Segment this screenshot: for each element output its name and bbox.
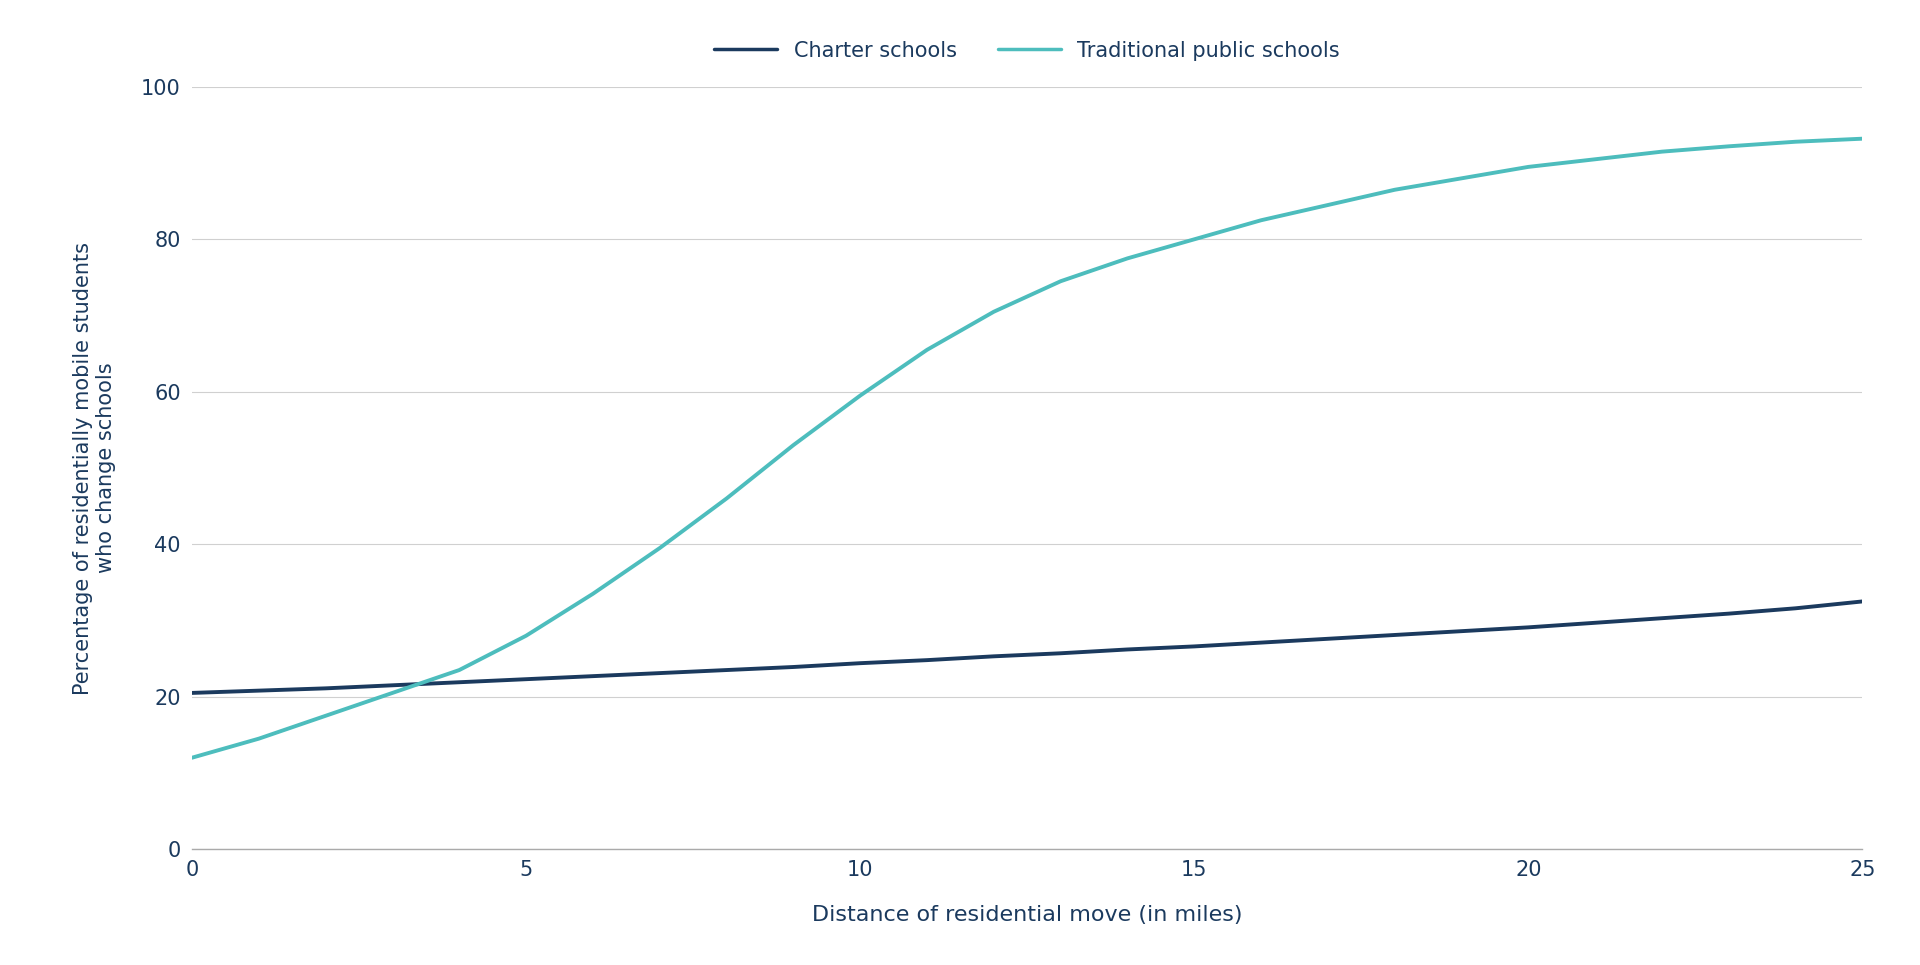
Charter schools bbox=[714, 664, 737, 676]
Charter schools bbox=[1183, 641, 1206, 652]
Traditional public schools bbox=[1450, 173, 1473, 184]
Legend: Charter schools, Traditional public schools: Charter schools, Traditional public scho… bbox=[714, 41, 1340, 61]
Charter schools bbox=[781, 661, 804, 673]
Charter schools bbox=[1651, 613, 1674, 624]
Traditional public schools bbox=[315, 710, 338, 722]
Traditional public schools bbox=[447, 664, 470, 676]
Line: Charter schools: Charter schools bbox=[192, 601, 1862, 693]
Traditional public schools bbox=[1317, 199, 1340, 210]
Charter schools bbox=[380, 679, 403, 691]
Charter schools bbox=[1450, 625, 1473, 637]
Traditional public schools bbox=[849, 390, 872, 401]
Traditional public schools bbox=[1651, 146, 1674, 157]
Charter schools bbox=[315, 682, 338, 694]
Charter schools bbox=[1250, 637, 1273, 648]
Traditional public schools bbox=[1716, 141, 1740, 152]
Traditional public schools bbox=[380, 687, 403, 699]
Charter schools bbox=[1116, 644, 1139, 655]
Traditional public schools bbox=[916, 345, 939, 356]
Charter schools bbox=[1517, 621, 1540, 633]
Traditional public schools bbox=[1116, 253, 1139, 264]
Traditional public schools bbox=[515, 630, 538, 642]
Charter schools bbox=[1851, 595, 1874, 607]
Traditional public schools bbox=[1183, 234, 1206, 245]
Charter schools bbox=[447, 676, 470, 688]
Charter schools bbox=[1784, 602, 1807, 614]
Traditional public schools bbox=[1250, 214, 1273, 226]
Charter schools bbox=[983, 650, 1006, 662]
Charter schools bbox=[582, 671, 605, 682]
Traditional public schools bbox=[714, 493, 737, 505]
Traditional public schools bbox=[1584, 153, 1607, 165]
Line: Traditional public schools: Traditional public schools bbox=[192, 139, 1862, 758]
Traditional public schools bbox=[1382, 184, 1405, 196]
Charter schools bbox=[849, 657, 872, 669]
Charter schools bbox=[1317, 633, 1340, 645]
Charter schools bbox=[916, 654, 939, 666]
Charter schools bbox=[1716, 608, 1740, 620]
Charter schools bbox=[515, 674, 538, 685]
Charter schools bbox=[1382, 629, 1405, 641]
Charter schools bbox=[1584, 617, 1607, 628]
Charter schools bbox=[248, 685, 271, 697]
Traditional public schools bbox=[248, 732, 271, 744]
X-axis label: Distance of residential move (in miles): Distance of residential move (in miles) bbox=[812, 905, 1242, 925]
Charter schools bbox=[649, 668, 672, 679]
Traditional public schools bbox=[1517, 161, 1540, 173]
Y-axis label: Percentage of residentially mobile students
who change schools: Percentage of residentially mobile stude… bbox=[73, 241, 115, 695]
Traditional public schools bbox=[180, 752, 204, 763]
Traditional public schools bbox=[781, 439, 804, 451]
Charter schools bbox=[180, 687, 204, 699]
Traditional public schools bbox=[1048, 275, 1071, 287]
Charter schools bbox=[1048, 648, 1071, 659]
Traditional public schools bbox=[1784, 136, 1807, 148]
Traditional public schools bbox=[649, 542, 672, 554]
Traditional public schools bbox=[1851, 133, 1874, 145]
Traditional public schools bbox=[983, 306, 1006, 317]
Traditional public schools bbox=[582, 588, 605, 599]
